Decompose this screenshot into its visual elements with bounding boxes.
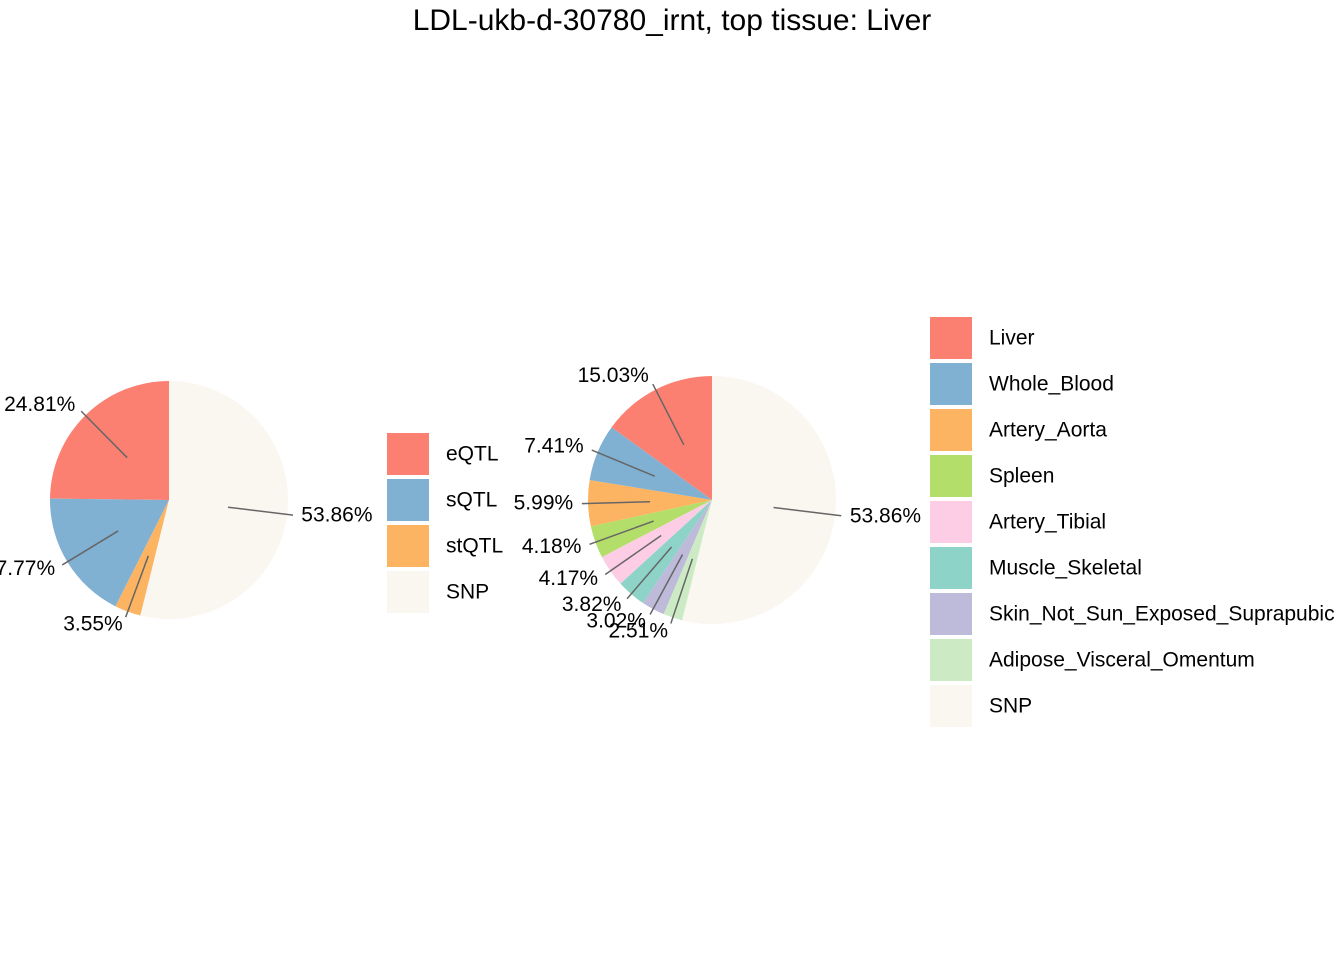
leader-line — [589, 520, 654, 545]
data-label: 53.86% — [850, 504, 921, 527]
pie-slice — [611, 376, 712, 500]
data-label: 4.17% — [539, 567, 599, 590]
leader-line — [80, 410, 128, 459]
legend-label: eQTL — [446, 443, 499, 466]
legend-swatch — [387, 479, 429, 521]
data-label: 3.82% — [562, 593, 622, 616]
leader-line — [652, 383, 685, 446]
legend-label: Skin_Not_Sun_Exposed_Suprapubic — [989, 603, 1335, 626]
legend-label: Whole_Blood — [989, 373, 1114, 396]
legend-label: SNP — [989, 695, 1032, 718]
pie-slice — [588, 480, 712, 527]
legend-swatch — [930, 409, 972, 451]
pie-slice — [115, 500, 169, 616]
legend-swatch — [387, 433, 429, 475]
pie-slice — [601, 500, 712, 584]
legend-swatch — [930, 593, 972, 635]
data-label: 5.99% — [514, 491, 574, 514]
legend-swatch — [387, 525, 429, 567]
leader-line — [773, 506, 842, 517]
data-label: 3.55% — [63, 613, 123, 636]
legend-swatch — [930, 455, 972, 497]
pie-slice — [642, 500, 712, 615]
pie-slice — [589, 427, 712, 500]
pie-slice — [620, 500, 712, 604]
pie-slice — [50, 498, 169, 607]
legend-swatch — [930, 363, 972, 405]
legend-swatch — [930, 547, 972, 589]
legend-label: Artery_Tibial — [989, 511, 1106, 534]
leader-line — [124, 555, 150, 618]
leader-line — [626, 546, 673, 600]
leader-line — [591, 449, 656, 477]
legend-swatch — [387, 571, 429, 613]
legend-label: Liver — [989, 327, 1035, 350]
data-label: 2.51% — [609, 619, 669, 642]
data-label: 4.18% — [522, 535, 582, 558]
data-label: 3.02% — [586, 610, 646, 633]
legend-label: Muscle_Skeletal — [989, 557, 1142, 580]
chart-title: LDL-ukb-d-30780_irnt, top tissue: Liver — [413, 4, 932, 37]
legend-swatch — [930, 317, 972, 359]
legend-swatch — [930, 639, 972, 681]
legend-label: Artery_Aorta — [989, 419, 1107, 442]
pie-slice — [682, 376, 837, 625]
data-label: 17.77% — [0, 557, 55, 580]
leader-line — [670, 558, 694, 624]
legend-label: stQTL — [446, 535, 503, 558]
data-label: 7.41% — [524, 434, 584, 457]
data-label: 24.81% — [4, 393, 75, 416]
leader-line — [649, 554, 684, 615]
leader-line — [61, 530, 119, 566]
leader-line — [227, 506, 294, 516]
legend-label: SNP — [446, 581, 489, 604]
legend-label: sQTL — [446, 489, 497, 512]
legend-swatch — [930, 501, 972, 543]
legend-label: Adipose_Visceral_Omentum — [989, 649, 1255, 672]
data-label: 53.86% — [301, 504, 372, 527]
legend-label: Spleen — [989, 465, 1054, 488]
pie-slice — [590, 500, 712, 558]
pie-slice — [140, 381, 289, 619]
leader-line — [581, 500, 651, 505]
pie-slice — [663, 500, 712, 621]
data-label: 15.03% — [578, 364, 649, 387]
legend-swatch — [930, 685, 972, 727]
leader-line — [604, 534, 662, 576]
